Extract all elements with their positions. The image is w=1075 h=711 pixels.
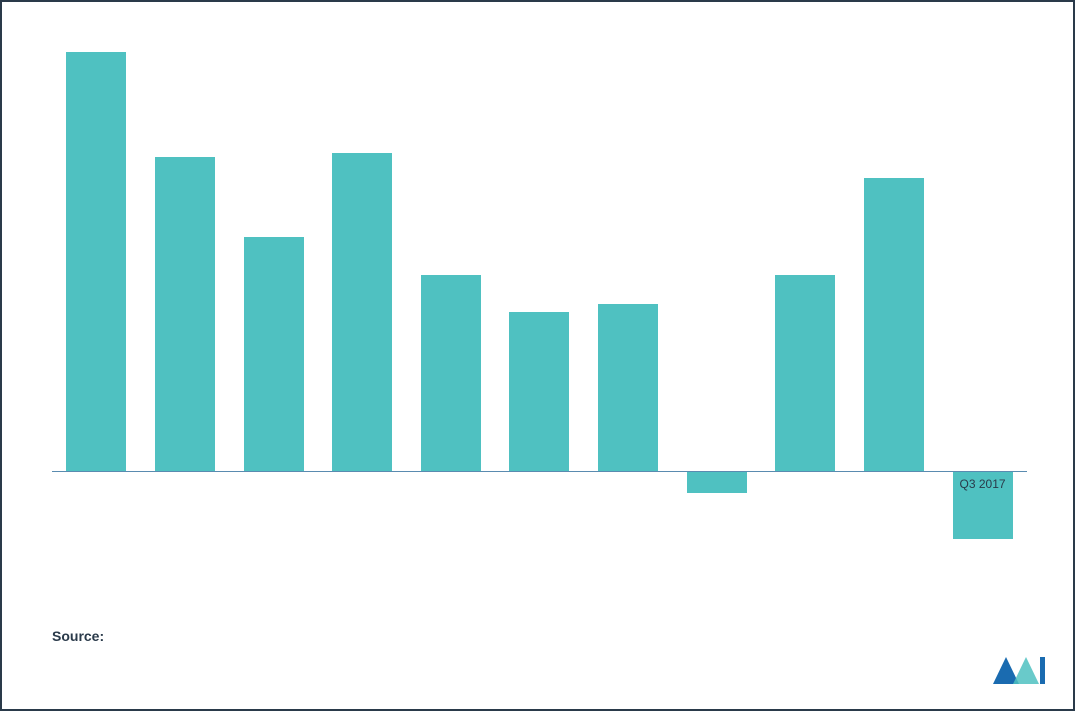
bar-wrap [56,52,136,472]
chart-container: Q3 2017 Source: [0,0,1075,711]
chart-area: Q3 2017 [52,52,1027,532]
bar-negative [687,472,747,493]
bar-wrap [322,153,402,472]
bar-wrap [499,312,579,472]
bar-wrap [411,275,491,472]
bar-wrap [854,178,934,472]
brand-logo [988,649,1048,689]
logo-triangle-right [1013,657,1039,684]
bar [775,275,835,472]
bar-wrap [145,157,225,472]
x-axis-label: Q3 2017 [960,477,1006,491]
x-axis-baseline [52,471,1027,472]
bar [66,52,126,472]
bar [598,304,658,472]
bars-group: Q3 2017 [52,52,1027,472]
logo-bar [1040,657,1045,684]
bar [509,312,569,472]
source-label: Source: [52,628,104,644]
bar-wrap [234,237,314,472]
source-prefix: Source: [52,628,104,644]
bar-wrap [765,275,845,472]
bar [421,275,481,472]
bar [332,153,392,472]
bar [244,237,304,472]
bar [155,157,215,472]
bar-wrap [588,304,668,472]
bar [864,178,924,472]
